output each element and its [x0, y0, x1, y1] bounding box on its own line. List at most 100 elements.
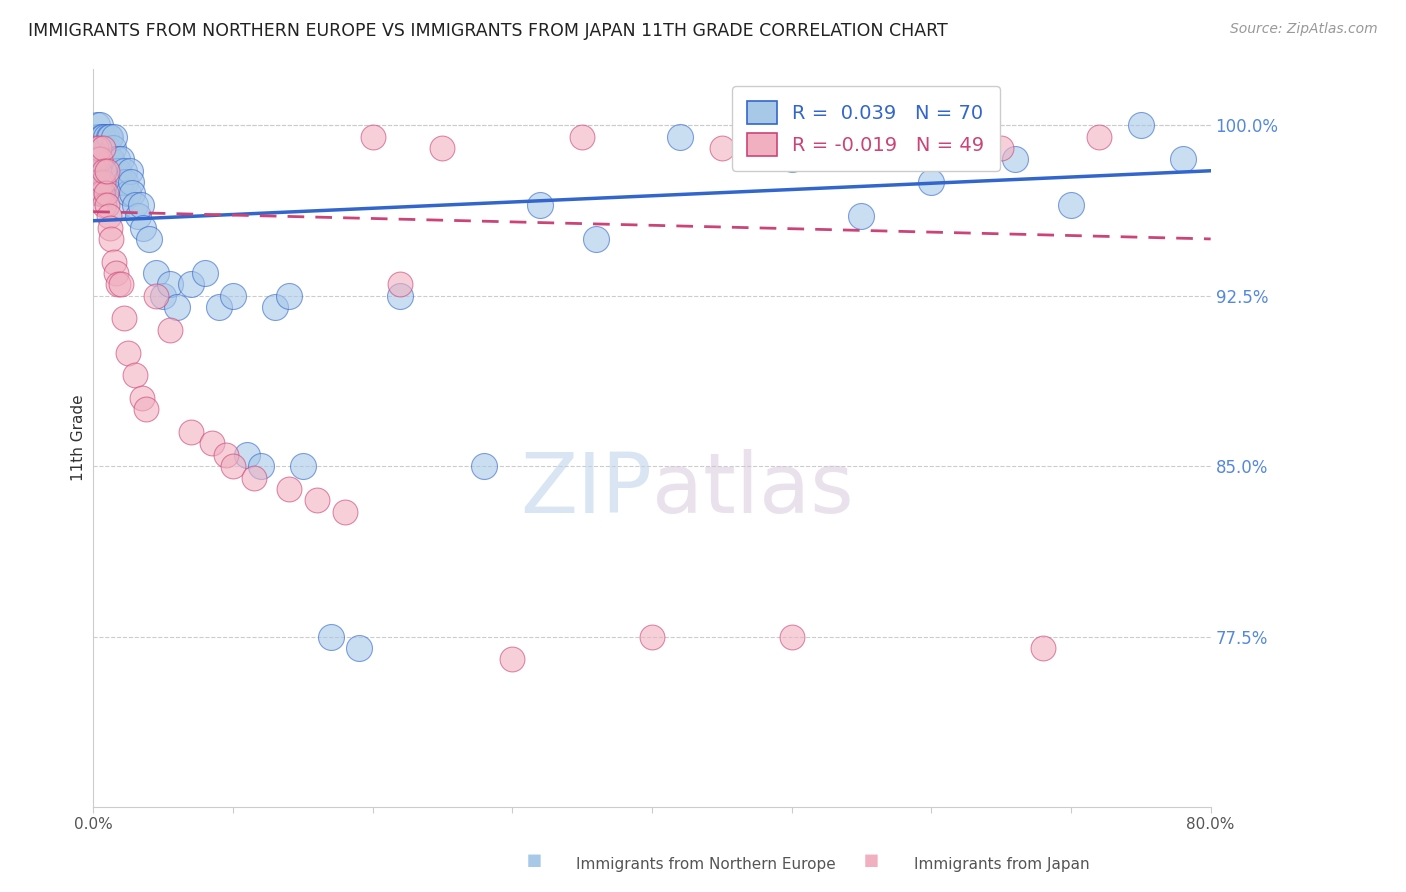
Text: IMMIGRANTS FROM NORTHERN EUROPE VS IMMIGRANTS FROM JAPAN 11TH GRADE CORRELATION : IMMIGRANTS FROM NORTHERN EUROPE VS IMMIG…	[28, 22, 948, 40]
Point	[120, 175, 142, 189]
Point	[710, 141, 733, 155]
Point	[166, 300, 188, 314]
Point	[571, 129, 593, 144]
Y-axis label: 11th Grade: 11th Grade	[72, 394, 86, 481]
Point	[107, 163, 129, 178]
Point	[347, 640, 370, 655]
Point	[89, 153, 111, 167]
Point	[91, 141, 114, 155]
Point	[585, 232, 607, 246]
Point	[91, 129, 114, 144]
Point	[138, 232, 160, 246]
Point	[89, 118, 111, 132]
Point	[129, 198, 152, 212]
Point	[361, 129, 384, 144]
Point	[98, 220, 121, 235]
Point	[145, 266, 167, 280]
Point	[112, 311, 135, 326]
Point	[93, 198, 115, 212]
Point	[920, 175, 942, 189]
Point	[180, 277, 202, 292]
Point	[96, 198, 118, 212]
Point	[96, 153, 118, 167]
Point	[103, 163, 125, 178]
Point	[96, 141, 118, 155]
Point	[90, 129, 112, 144]
Point	[249, 459, 271, 474]
Point	[389, 289, 412, 303]
Point	[159, 323, 181, 337]
Point	[990, 141, 1012, 155]
Point	[87, 129, 110, 144]
Text: ZIP: ZIP	[520, 449, 652, 530]
Point	[112, 163, 135, 178]
Point	[94, 163, 117, 178]
Point	[100, 232, 122, 246]
Point	[114, 175, 136, 189]
Point	[1032, 640, 1054, 655]
Point	[124, 198, 146, 212]
Point	[432, 141, 454, 155]
Point	[529, 198, 551, 212]
Point	[94, 186, 117, 201]
Point	[97, 209, 120, 223]
Point	[263, 300, 285, 314]
Text: Source: ZipAtlas.com: Source: ZipAtlas.com	[1230, 22, 1378, 37]
Text: ▪: ▪	[526, 848, 543, 872]
Point	[277, 289, 299, 303]
Text: Immigrants from Japan: Immigrants from Japan	[914, 857, 1090, 872]
Point	[291, 459, 314, 474]
Point	[127, 209, 149, 223]
Point	[920, 129, 942, 144]
Point	[101, 141, 124, 155]
Point	[194, 266, 217, 280]
Point	[780, 630, 803, 644]
Point	[236, 448, 259, 462]
Point	[152, 289, 174, 303]
Point	[277, 482, 299, 496]
Text: ▪: ▪	[863, 848, 880, 872]
Point	[86, 153, 108, 167]
Point	[93, 141, 115, 155]
Point	[89, 186, 111, 201]
Legend: R =  0.039   N = 70, R = -0.019   N = 49: R = 0.039 N = 70, R = -0.019 N = 49	[733, 86, 1000, 171]
Point	[243, 470, 266, 484]
Point	[222, 289, 245, 303]
Point	[1088, 129, 1111, 144]
Point	[1060, 198, 1083, 212]
Point	[98, 153, 121, 167]
Point	[110, 277, 132, 292]
Point	[501, 652, 523, 666]
Point	[87, 175, 110, 189]
Point	[84, 129, 107, 144]
Point	[215, 448, 238, 462]
Point	[89, 141, 111, 155]
Point	[110, 175, 132, 189]
Point	[91, 175, 114, 189]
Point	[159, 277, 181, 292]
Point	[118, 163, 141, 178]
Point	[98, 129, 121, 144]
Point	[222, 459, 245, 474]
Point	[87, 141, 110, 155]
Point	[333, 505, 356, 519]
Point	[96, 163, 118, 178]
Point	[132, 220, 155, 235]
Point	[105, 153, 128, 167]
Point	[1004, 153, 1026, 167]
Point	[86, 163, 108, 178]
Point	[97, 129, 120, 144]
Point	[84, 141, 107, 155]
Text: Immigrants from Northern Europe: Immigrants from Northern Europe	[576, 857, 837, 872]
Point	[110, 153, 132, 167]
Point	[93, 175, 115, 189]
Point	[103, 254, 125, 268]
Point	[90, 186, 112, 201]
Point	[97, 163, 120, 178]
Point	[108, 198, 131, 212]
Point	[103, 129, 125, 144]
Text: atlas: atlas	[652, 449, 853, 530]
Point	[208, 300, 231, 314]
Point	[851, 209, 873, 223]
Point	[87, 186, 110, 201]
